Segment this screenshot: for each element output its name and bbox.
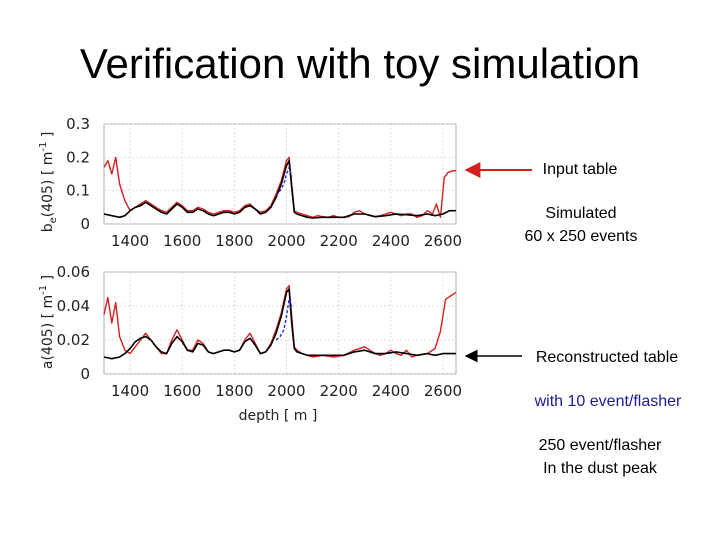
scattering-xtick-1400: 1400 [111, 232, 149, 250]
with10-label: with 10 event/flasher [534, 393, 682, 410]
e250-line1: 250 event/flasher [538, 437, 662, 454]
absorption-chart-series [103, 284, 457, 360]
absorption-chart-grid [104, 271, 456, 375]
scattering-xtick-2400: 2400 [372, 232, 410, 250]
e250-line2: In the dust peak [543, 460, 657, 477]
scattering-ytick-2: 0.2 [66, 148, 90, 166]
absorption-chart-ylabel: a(405) [ m-1 ] [38, 275, 56, 369]
absorption-xtick-1800: 1800 [215, 382, 253, 400]
absorption-xtick-2600: 2600 [424, 382, 462, 400]
reconstructed-table-label: Reconstructed table [535, 349, 679, 366]
scattering-chart: 1400 1600 1800 2000 2200 2400 2600 0 0.1 0.2 0.3 b… [38, 115, 462, 250]
absorption-ytick-3: 0.06 [57, 263, 90, 281]
scattering-chart-ylabel: be(405) [ m-1 ] [38, 132, 59, 233]
scattering-ytick-3: 0.3 [66, 115, 90, 133]
scattering-xtick-1600: 1600 [163, 232, 201, 250]
absorption-xtick-2200: 2200 [320, 382, 358, 400]
scattering-chart-ticks: 1400 1600 1800 2000 2200 2400 2600 0 0.1 0.2 0.3 [66, 115, 462, 250]
slide-title: Verification with toy simulation [79, 40, 641, 87]
scattering-xtick-2200: 2200 [320, 232, 358, 250]
input-table-label: Input table [542, 161, 618, 178]
simulated-line1: Simulated [545, 205, 617, 222]
scattering-series-2 [275, 166, 293, 197]
scattering-series-0 [103, 156, 456, 219]
absorption-xtick-2400: 2400 [372, 382, 410, 400]
absorption-xtick-1400: 1400 [111, 382, 149, 400]
scattering-series-1 [103, 159, 456, 219]
scattering-ytick-1: 0.1 [66, 182, 90, 200]
absorption-ytick-2: 0.04 [57, 297, 90, 315]
absorption-ytick-0: 0 [80, 365, 90, 383]
absorption-chart: 1400 1600 1800 2000 2200 2400 2600 0 0.02 0.04 0.0… [38, 263, 462, 424]
simulated-line2: 60 x 250 events [524, 228, 638, 245]
e250-label: 250 event/flasher In the dust peak [524, 434, 676, 480]
absorption-xtick-1600: 1600 [163, 382, 201, 400]
scattering-ytick-0: 0 [80, 215, 90, 233]
scattering-chart-series [103, 156, 456, 219]
absorption-series-2 [275, 298, 293, 341]
absorption-chart-xlabel: depth [ m ] [239, 408, 318, 424]
scattering-xtick-2000: 2000 [267, 232, 305, 250]
absorption-ytick-1: 0.02 [57, 331, 90, 349]
scattering-xtick-1800: 1800 [215, 232, 253, 250]
scattering-xtick-2600: 2600 [424, 232, 462, 250]
absorption-chart-ticks: 1400 1600 1800 2000 2200 2400 2600 0 0.02 0.04 0.0… [57, 263, 462, 400]
simulated-label: Simulated 60 x 250 events [510, 202, 652, 248]
absorption-series-1 [103, 288, 456, 360]
absorption-xtick-2000: 2000 [267, 382, 305, 400]
